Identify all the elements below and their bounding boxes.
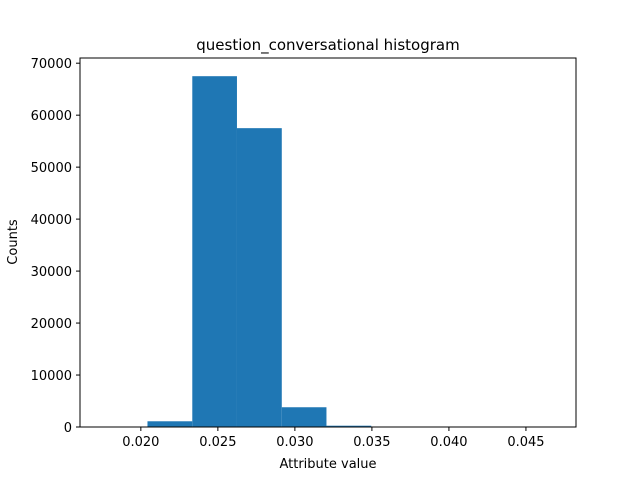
plot-frame bbox=[79, 57, 577, 428]
bars-group bbox=[147, 76, 416, 427]
y-tick-label: 20000 bbox=[31, 317, 72, 332]
y-tick-label: 50000 bbox=[31, 161, 72, 176]
histogram-bar-4 bbox=[281, 407, 327, 427]
x-tick-label: 0.045 bbox=[507, 435, 544, 450]
x-axis-ticks: 0.020 0.025 0.030 0.035 0.040 0.045 bbox=[122, 427, 545, 450]
y-axis-ticks: 0 10000 20000 30000 40000 50000 60000 70000 bbox=[31, 57, 80, 436]
histogram-bar-3 bbox=[236, 128, 282, 427]
histogram-bar-2 bbox=[192, 76, 237, 427]
histogram-bar-5 bbox=[326, 425, 372, 427]
x-axis-label: Attribute value bbox=[279, 457, 376, 472]
x-tick-label: 0.030 bbox=[276, 435, 313, 450]
chart-title: question_conversational histogram bbox=[196, 36, 459, 55]
y-tick-label: 60000 bbox=[31, 109, 72, 124]
x-tick-label: 0.020 bbox=[122, 435, 159, 450]
x-tick-label: 0.040 bbox=[430, 435, 467, 450]
y-tick-label: 0 bbox=[64, 421, 72, 436]
y-tick-label: 30000 bbox=[31, 265, 72, 280]
y-tick-label: 10000 bbox=[31, 369, 72, 384]
y-axis-label: Counts bbox=[6, 219, 21, 265]
y-tick-label: 70000 bbox=[31, 57, 72, 72]
y-tick-label: 40000 bbox=[31, 213, 72, 228]
histogram-bar-1 bbox=[147, 421, 193, 427]
x-tick-label: 0.025 bbox=[199, 435, 236, 450]
x-tick-label: 0.035 bbox=[353, 435, 390, 450]
